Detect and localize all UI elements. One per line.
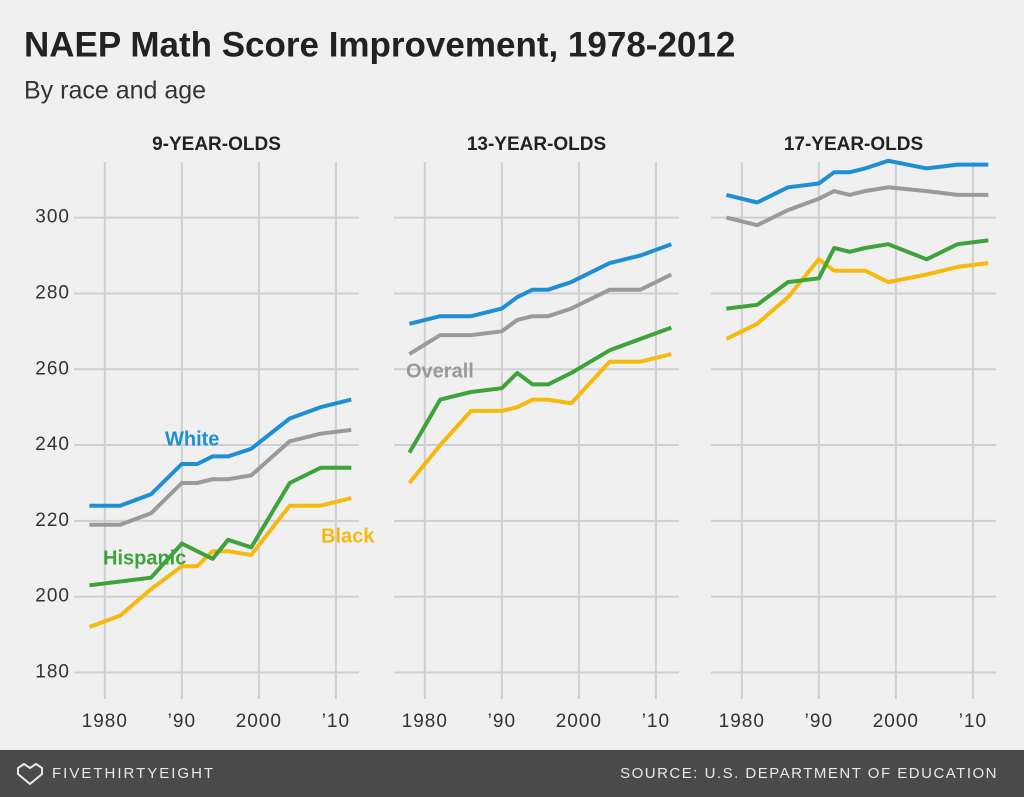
x-tick-label: 2000 — [236, 711, 282, 732]
panel-title: 9-YEAR-OLDS — [152, 134, 281, 155]
panel-title: 13-YEAR-OLDS — [467, 134, 606, 155]
y-tick-label: 180 — [35, 661, 70, 682]
x-tick-label: ’90 — [488, 711, 516, 732]
series-label: Overall — [406, 360, 474, 382]
y-tick-label: 260 — [35, 358, 70, 379]
series-label: Black — [321, 525, 375, 547]
footer-bar — [0, 750, 1024, 797]
y-tick-label: 240 — [35, 434, 70, 455]
x-tick-label: 1980 — [719, 711, 765, 732]
x-tick-label: ’10 — [959, 711, 987, 732]
series-line — [407, 325, 672, 454]
chart-title: NAEP Math Score Improvement, 1978-2012 — [24, 25, 735, 64]
x-tick-label: 2000 — [556, 711, 602, 732]
footer-source: SOURCE: U.S. DEPARTMENT OF EDUCATION — [620, 765, 998, 782]
y-tick-label: 280 — [35, 282, 70, 303]
x-tick-label: ’90 — [168, 711, 196, 732]
y-tick-label: 300 — [35, 207, 70, 228]
series-line — [88, 496, 352, 629]
x-tick-label: 1980 — [402, 711, 448, 732]
logo — [17, 762, 43, 786]
x-tick-label: ’90 — [805, 711, 833, 732]
series-line — [408, 272, 673, 356]
series-line — [89, 397, 352, 508]
x-tick-label: 1980 — [82, 711, 128, 732]
series-line — [408, 242, 672, 326]
series-label: White — [165, 428, 219, 450]
series-line — [726, 238, 989, 311]
y-tick-label: 220 — [35, 510, 70, 531]
series-line — [725, 185, 989, 228]
footer-brand: FIVETHIRTYEIGHT — [52, 765, 215, 782]
series-line — [89, 427, 352, 527]
x-tick-label: 2000 — [873, 711, 919, 732]
series-line — [89, 465, 352, 588]
series-line — [725, 257, 989, 341]
y-tick-label: 200 — [35, 586, 70, 607]
series-line — [407, 352, 672, 485]
series-label: Hispanic — [103, 547, 186, 569]
series-line — [725, 158, 989, 205]
x-tick-label: ’10 — [642, 711, 670, 732]
x-tick-label: ’10 — [322, 711, 350, 732]
chart-subtitle: By race and age — [24, 77, 206, 105]
panel-title: 17-YEAR-OLDS — [784, 134, 923, 155]
